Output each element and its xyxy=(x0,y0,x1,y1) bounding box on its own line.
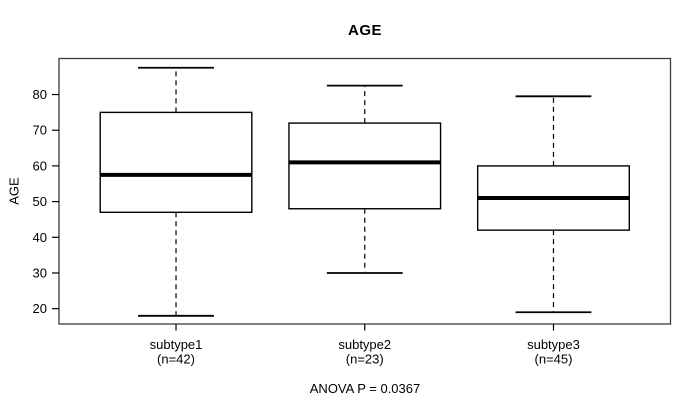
x-category-sublabel: (n=23) xyxy=(346,352,384,367)
y-tick-label: 20 xyxy=(33,301,47,316)
x-category-sublabel: (n=42) xyxy=(157,352,195,367)
chart-title: AGE xyxy=(347,22,382,39)
x-category-sublabel: (n=45) xyxy=(535,352,573,367)
y-tick-label: 40 xyxy=(33,230,47,245)
anova-annotation: ANOVA P = 0.0367 xyxy=(309,381,421,396)
x-category-label: subtype1 xyxy=(150,337,203,352)
y-tick-label: 50 xyxy=(33,194,47,209)
boxplot-subtype1: subtype1(n=42) xyxy=(99,66,253,367)
y-tick-label: 30 xyxy=(33,265,47,280)
y-tick-label: 70 xyxy=(33,123,47,138)
x-category-label: subtype3 xyxy=(527,337,580,352)
y-tick-label: 80 xyxy=(33,87,47,102)
boxplot-subtype2: subtype2(n=23) xyxy=(288,84,442,367)
x-category-label: subtype2 xyxy=(338,337,391,352)
boxplot-subtype3: subtype3(n=45) xyxy=(476,95,630,367)
iqr-box xyxy=(99,111,253,214)
iqr-box xyxy=(288,122,442,210)
y-tick-label: 60 xyxy=(33,158,47,173)
